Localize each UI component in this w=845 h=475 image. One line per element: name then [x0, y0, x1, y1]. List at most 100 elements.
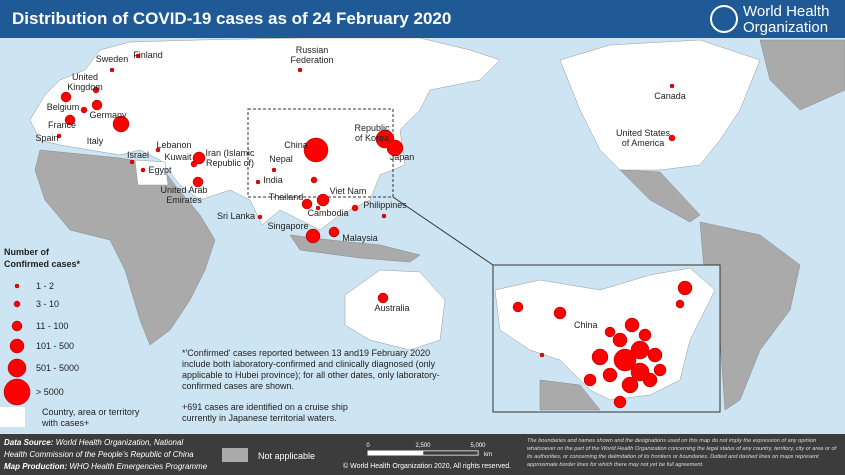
legend-title: Confirmed cases*	[4, 259, 81, 269]
country-label-line: Israel	[127, 150, 149, 160]
connector	[392, 196, 494, 266]
production-text: WHO Health Emergencies Programme	[69, 462, 207, 471]
case-bubble	[630, 362, 650, 382]
country-label-line: Japan	[390, 152, 415, 162]
country-label: Malaysia	[342, 233, 378, 243]
scale-unit: km	[484, 452, 492, 458]
country-label-line: Viet Nam	[330, 186, 367, 196]
country-label-line: India	[263, 175, 283, 185]
country-label: Singapore	[267, 221, 308, 231]
country-label-line: Singapore	[267, 221, 308, 231]
case-bubble	[129, 159, 135, 165]
legend-symbol	[7, 358, 27, 378]
country-label-line: Russian	[296, 45, 329, 55]
country-label-line: Kuwait	[164, 152, 192, 162]
case-bubble	[351, 204, 359, 212]
source-label: Data Source:	[4, 438, 54, 447]
country-label: Australia	[374, 303, 409, 313]
case-bubble	[310, 176, 318, 184]
case-bubble	[297, 67, 303, 73]
country-label: Belgium	[47, 102, 80, 112]
country-label: China	[284, 140, 308, 150]
case-bubble	[328, 226, 340, 238]
logo-text: Organization	[743, 19, 828, 36]
country-label: Viet Nam	[330, 186, 367, 196]
country-label-line: United	[72, 72, 98, 82]
not-applicable-swatch	[222, 448, 248, 462]
country-label: Germany	[89, 110, 127, 120]
country-label-line: Egypt	[148, 165, 172, 175]
case-bubble	[301, 198, 313, 210]
header-bar	[0, 0, 845, 38]
case-bubble	[140, 167, 146, 173]
case-bubble	[92, 86, 100, 94]
country-label: Thailand	[269, 192, 304, 202]
country-label: Sweden	[96, 54, 129, 64]
case-bubble	[539, 352, 545, 358]
country-label-line: China	[284, 140, 308, 150]
country-label: Kuwait	[164, 152, 192, 162]
country-label-line: Nepal	[269, 154, 293, 164]
central-america	[619, 169, 701, 223]
case-bubble	[613, 395, 627, 409]
production-label: Map Production:	[4, 462, 67, 471]
country-label-line: Australia	[374, 303, 409, 313]
case-bubble	[316, 193, 330, 207]
case-bubble	[630, 340, 650, 360]
legend-territory: Country, area or territory	[42, 407, 140, 417]
country-label-line: France	[48, 120, 76, 130]
not-applicable: Not applicable	[258, 451, 315, 461]
country-label: Lebanon	[156, 140, 191, 150]
legend-item: 1 - 2	[36, 281, 54, 291]
greenland	[759, 39, 845, 111]
country-label: Israel	[127, 150, 149, 160]
case-bubble	[647, 347, 663, 363]
country-label-line: Finland	[133, 50, 163, 60]
scale-label: 0	[366, 443, 370, 449]
case-bubble	[271, 167, 277, 173]
case-bubble	[677, 280, 693, 296]
country-label-line: Republic of)	[206, 158, 254, 168]
source-text: World Health Organization, National	[56, 438, 184, 447]
country-label: Republic of Korea	[354, 123, 390, 143]
case-bubble	[602, 367, 618, 383]
disclaimer: The boundaries and names shown and the d…	[527, 438, 837, 468]
australia	[344, 269, 446, 351]
source-text: Health Commission of the People's Republ…	[4, 450, 194, 459]
case-bubble	[112, 115, 130, 133]
country-label-line: United States	[616, 128, 671, 138]
country-label-line: Sri Lanka	[217, 211, 255, 221]
legend-territory: with cases+	[41, 418, 89, 428]
case-bubble	[315, 205, 321, 211]
country-label: Egypt	[148, 165, 172, 175]
note: *'Confirmed' cases reported between 13 a…	[182, 348, 430, 358]
country-label: United Kingdom	[67, 72, 103, 92]
country-label-line: Republic	[354, 123, 390, 133]
legend-symbol	[9, 338, 25, 354]
country-label-line: Philippines	[363, 200, 407, 210]
country-label: Philippines	[363, 200, 407, 210]
note: include both laboratory-confirmed and cl…	[182, 359, 436, 369]
country-label-line: Emirates	[166, 195, 202, 205]
legend-symbol	[11, 320, 23, 332]
case-bubble	[192, 176, 204, 188]
inset-label: China	[574, 320, 598, 330]
case-bubble	[591, 348, 609, 366]
case-bubble	[64, 114, 76, 126]
source: Data Source: World Health Organization, …	[4, 438, 183, 447]
country-label: Iran (Islamic Republic of)	[205, 148, 255, 168]
country-label: Japan	[390, 152, 415, 162]
legend-item: 3 - 10	[36, 299, 59, 309]
legend-symbol	[14, 283, 20, 289]
legend-symbol	[3, 378, 31, 406]
country-label-line: United Arab	[160, 185, 207, 195]
case-bubble	[192, 151, 206, 165]
note: confirmed cases are shown.	[182, 381, 294, 391]
country-label-line: Iran (Islamic	[205, 148, 255, 158]
country-label-line: Cambodia	[307, 208, 348, 218]
inset-neighbors	[539, 379, 601, 411]
country-label: United States of America	[616, 128, 671, 148]
legend-title: Number of	[4, 247, 50, 257]
country-label-line: of America	[622, 138, 665, 148]
